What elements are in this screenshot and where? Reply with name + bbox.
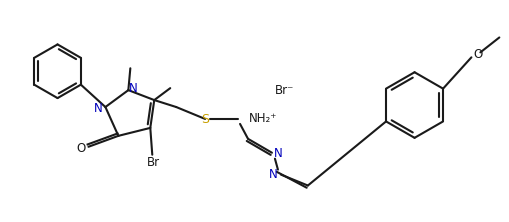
Text: O: O [77,142,86,155]
Text: O: O [474,48,483,61]
Text: S: S [201,113,209,127]
Text: Br: Br [147,156,160,169]
Text: N: N [94,101,103,115]
Text: N: N [273,147,282,160]
Text: NH₂⁺: NH₂⁺ [249,113,277,125]
Text: N: N [129,82,138,95]
Text: N: N [269,168,277,181]
Text: Br⁻: Br⁻ [275,84,295,97]
